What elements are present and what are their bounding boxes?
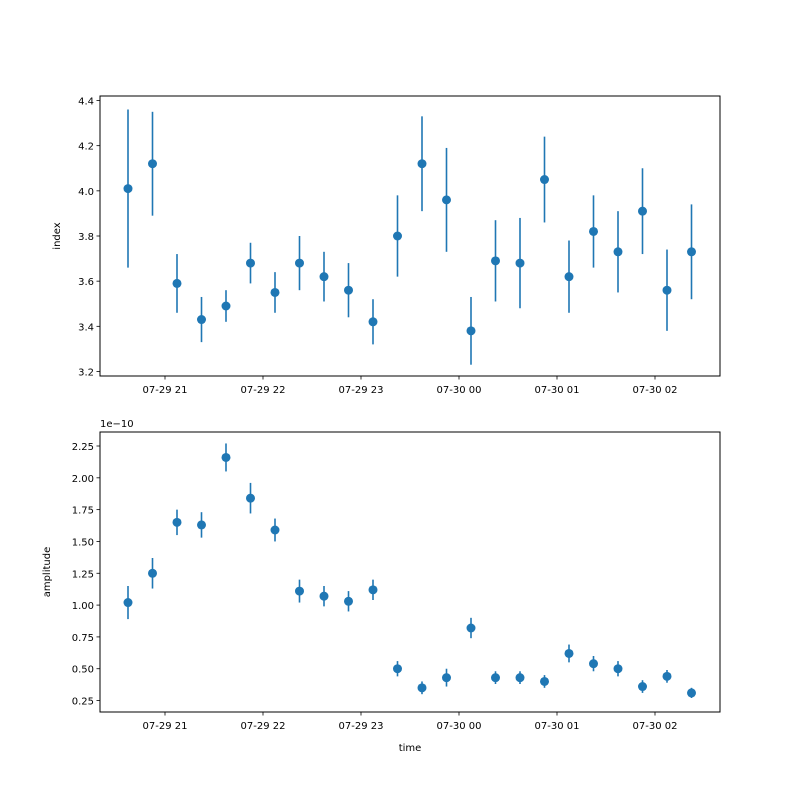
data-point [466, 326, 476, 336]
amplitude-plot: 0.25 0.50 0.75 1.00 1.25 1.50 1.75 2.00 2.25 07-2… [42, 419, 721, 754]
y-offset-label: 1e−10 [100, 419, 134, 430]
x-tick-label: 07-30 00 [437, 721, 482, 732]
x-tick-label: 07-29 21 [143, 721, 188, 732]
data-point [589, 226, 598, 236]
y-tick-label: 2.00 [72, 474, 94, 485]
x-tick-label: 07-30 00 [437, 385, 482, 396]
x-tick-label: 07-30 02 [633, 721, 678, 732]
y-axis-label: amplitude [42, 547, 53, 598]
y-axis-label: index [52, 222, 63, 249]
x-tick-label: 07-29 23 [339, 721, 384, 732]
data-point [687, 247, 696, 257]
x-tick-label: 07-29 23 [339, 385, 384, 396]
data-point [368, 317, 378, 327]
data-point [466, 623, 476, 633]
x-tick-label: 07-29 22 [241, 385, 286, 396]
y-tick-label: 1.00 [72, 601, 94, 612]
data-point [148, 159, 157, 169]
y-tick-label: 4.4 [78, 97, 94, 108]
y-tick-label: 3.4 [78, 322, 94, 333]
data-point [393, 231, 402, 241]
data-point [638, 682, 647, 692]
data-point [491, 256, 500, 266]
data-point [687, 688, 696, 698]
axes-frame [99, 431, 721, 713]
axes-frame [99, 95, 721, 377]
y-tick-label: 4.0 [78, 187, 94, 198]
y-tick-label: 1.75 [72, 506, 94, 517]
y-tick-label: 3.6 [78, 277, 94, 288]
data-point [417, 159, 427, 169]
x-tick-label: 07-30 01 [535, 385, 580, 396]
data-point [613, 664, 623, 674]
data-point [221, 452, 231, 462]
data-point [295, 258, 304, 268]
data-point [638, 206, 647, 216]
data-point [393, 664, 402, 674]
y-tick-label: 2.25 [72, 442, 94, 453]
data-point [270, 287, 280, 297]
data-point [246, 493, 255, 503]
x-axis-label: time [399, 743, 422, 754]
data-point [295, 586, 304, 596]
data-point [123, 598, 133, 608]
data-point [564, 272, 574, 282]
data-point [564, 648, 574, 658]
data-point [197, 315, 206, 325]
data-point [172, 278, 182, 288]
data-point [270, 525, 280, 535]
y-tick-label: 1.25 [72, 569, 94, 580]
data-point [491, 673, 500, 683]
data-point [662, 671, 672, 681]
y-tick-label: 0.75 [72, 633, 94, 644]
data-point [442, 673, 451, 683]
data-point [319, 272, 329, 282]
data-point [148, 568, 157, 578]
data-point [540, 175, 549, 185]
y-tick-label: 1.50 [72, 537, 94, 548]
data-point [613, 247, 623, 257]
y-tick-label: 0.25 [72, 697, 94, 708]
x-tick-label: 07-29 21 [143, 385, 188, 396]
data-point [172, 517, 182, 527]
data-point [197, 520, 206, 530]
data-point [515, 673, 525, 683]
y-tick-label: 0.50 [72, 665, 94, 676]
data-point [344, 596, 353, 606]
data-point [589, 659, 598, 669]
data-point [123, 184, 133, 194]
index-plot: 3.2 3.4 3.6 3.8 4.0 4.2 4.4 07-29 21 07-29 22 07-… [52, 95, 721, 396]
data-point [246, 258, 255, 268]
x-tick-label: 07-29 22 [241, 721, 286, 732]
data-point [368, 585, 378, 595]
x-tick-label: 07-30 01 [535, 721, 580, 732]
y-tick-label: 3.8 [78, 232, 94, 243]
data-point [344, 285, 353, 295]
data-point [417, 683, 427, 693]
data-point [515, 258, 525, 268]
data-point [319, 591, 329, 601]
x-tick-label: 07-30 02 [633, 385, 678, 396]
data-point [540, 676, 549, 686]
data-point [662, 285, 672, 295]
data-point [221, 301, 231, 311]
y-tick-label: 3.2 [78, 367, 94, 378]
y-tick-label: 4.2 [78, 142, 94, 153]
data-point [442, 195, 451, 205]
